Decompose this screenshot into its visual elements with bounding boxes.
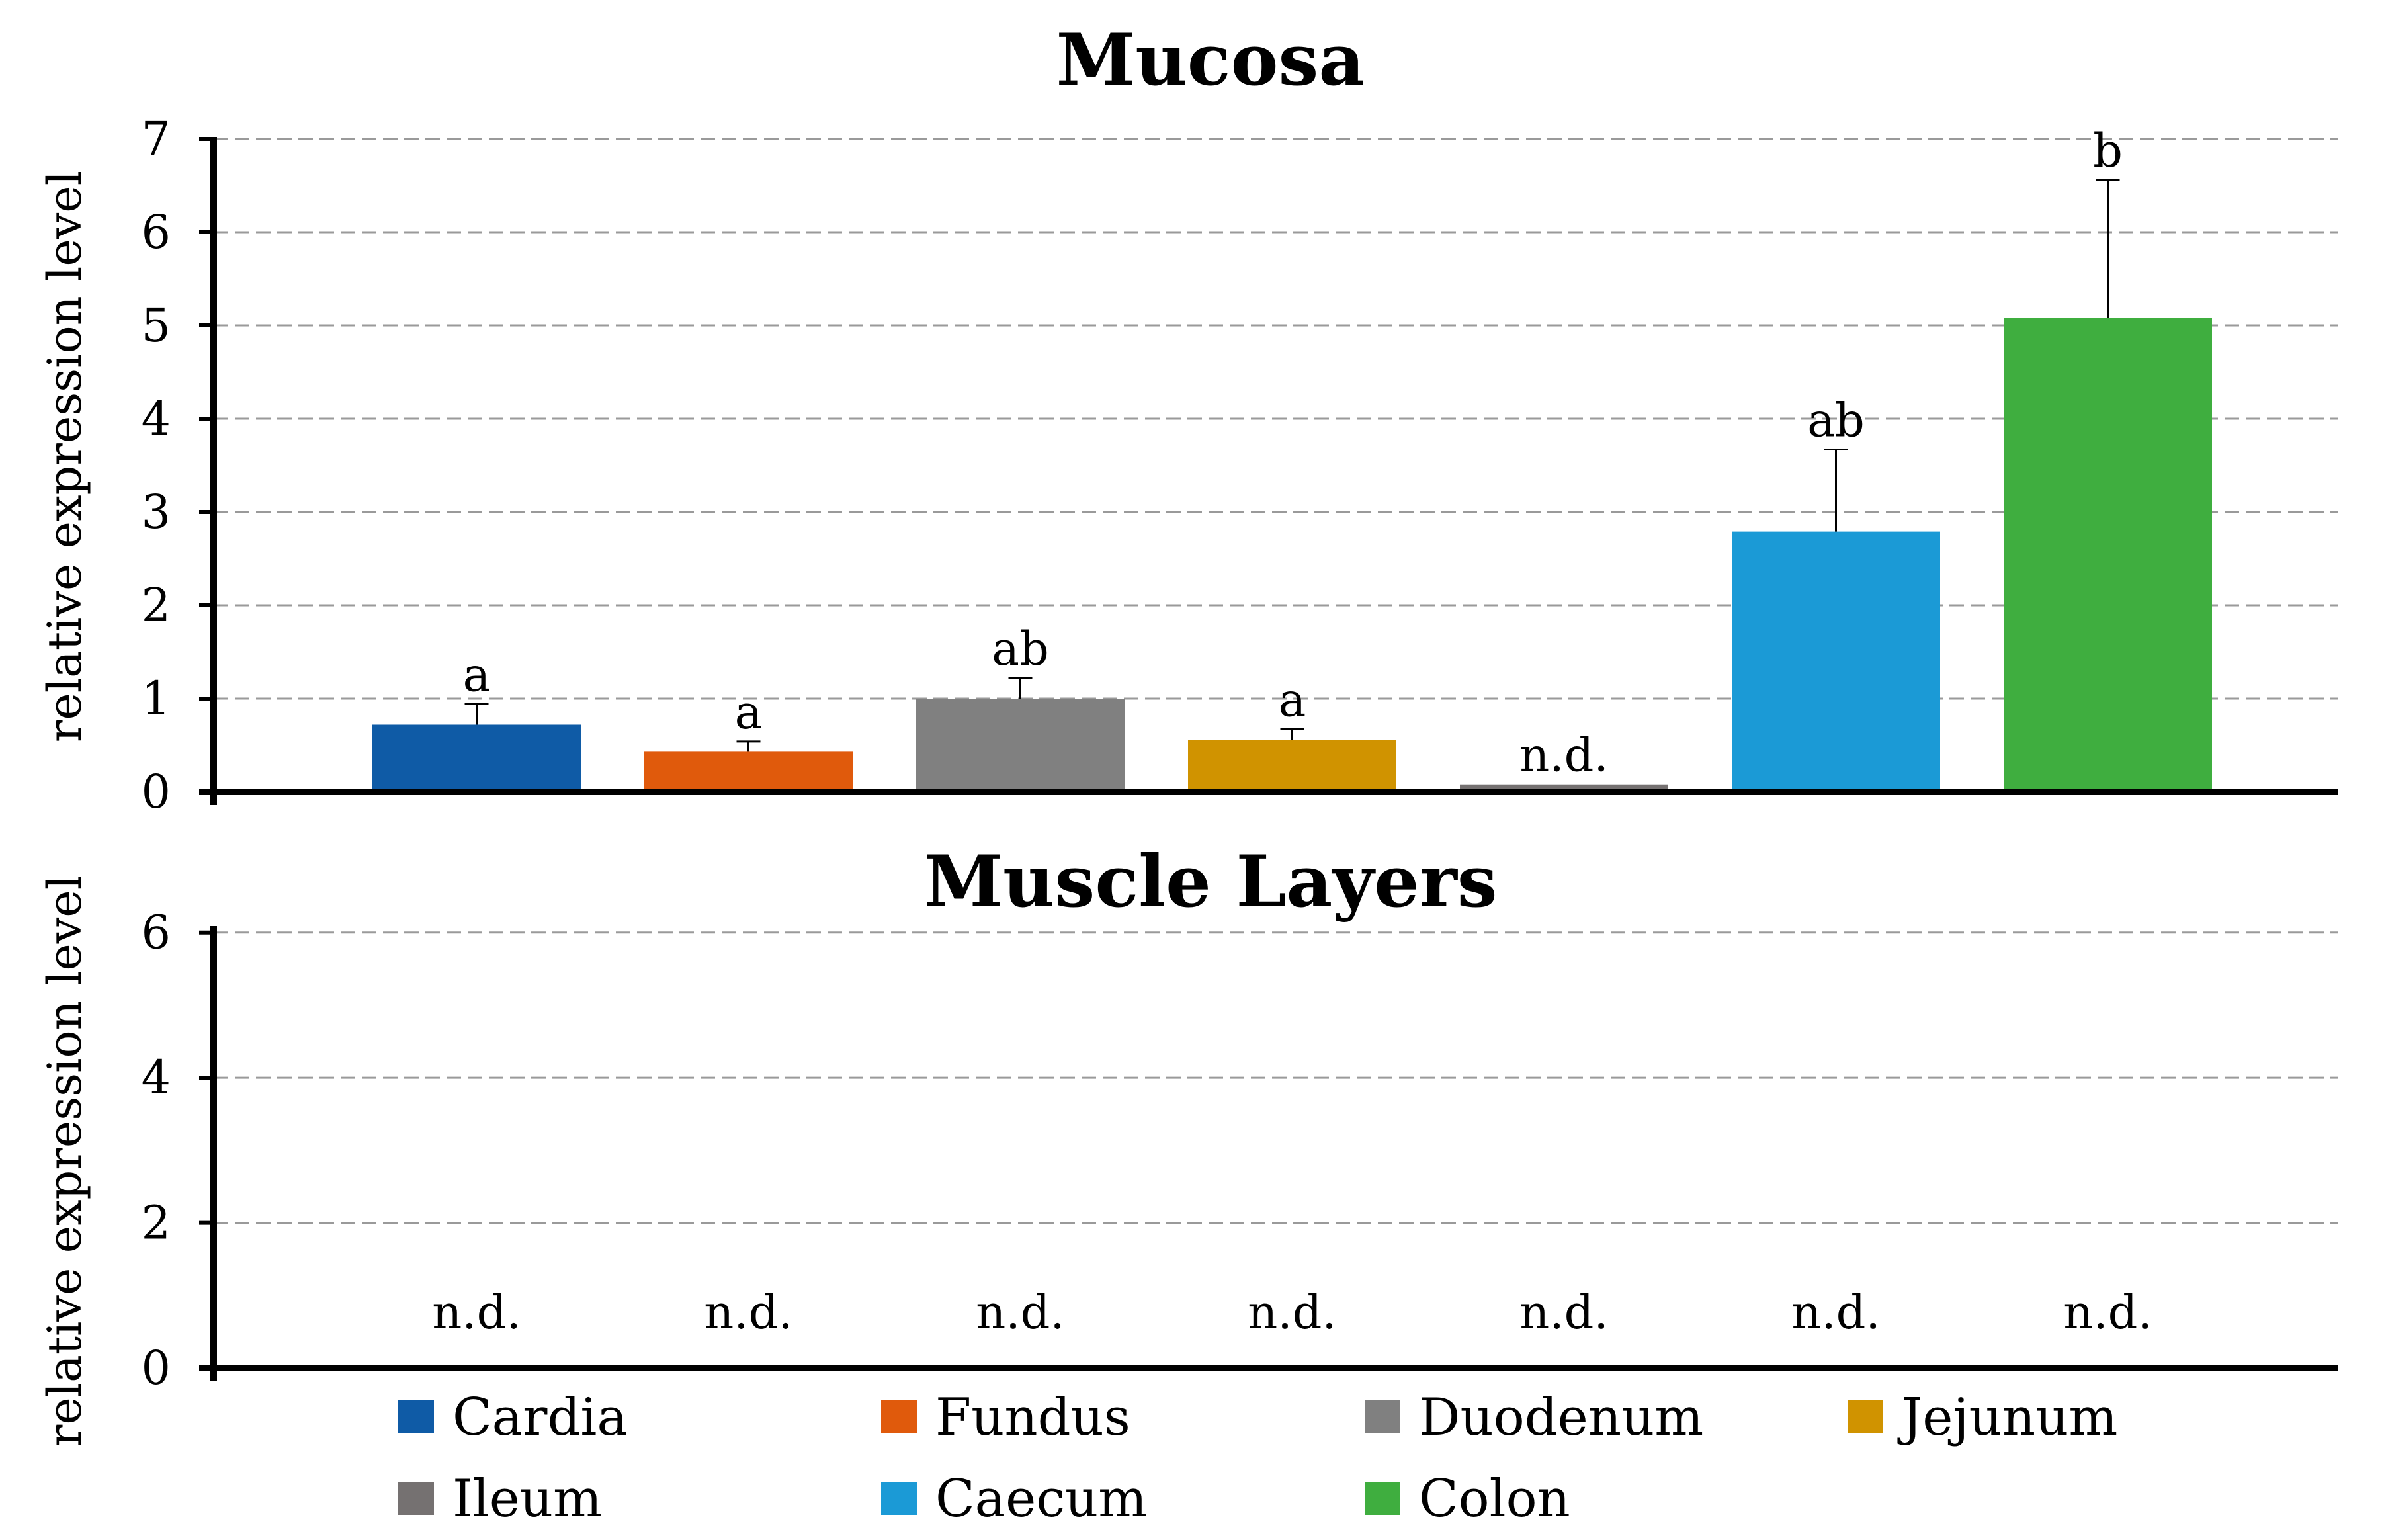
y-tick-label: 5	[141, 298, 171, 353]
significance-label: a	[463, 648, 491, 702]
bar-cardia	[372, 724, 581, 792]
y-tick-label: 2	[141, 1196, 171, 1250]
significance-label: a	[1279, 673, 1306, 728]
y-tick-label: 7	[141, 112, 171, 166]
significance-label: n.d.	[976, 1285, 1064, 1340]
legend-label-fundus: Fundus	[935, 1388, 1130, 1447]
legend-swatch-duodenum	[1365, 1400, 1400, 1433]
y-tick-label: 4	[141, 392, 171, 446]
bar-jejunum	[1188, 740, 1396, 792]
significance-label: n.d.	[2063, 1285, 2152, 1340]
legend-label-jejunum: Jejunum	[1897, 1388, 2117, 1447]
mucosa-y-axis-label: relative expression level	[38, 171, 92, 742]
bar-caecum	[1732, 531, 1940, 792]
significance-label: n.d.	[1519, 1285, 1608, 1340]
legend: Cardia Fundus Duodenum Jejunum Ileum Caecum Co…	[398, 1388, 2117, 1529]
significance-label: n.d.	[1519, 728, 1608, 783]
mucosa-panel: Mucosa relative expression level 0 1 2 3 4 5 6 7 a…	[38, 19, 2338, 819]
legend-swatch-caecum	[881, 1482, 917, 1515]
legend-label-duodenum: Duodenum	[1419, 1388, 1703, 1447]
mucosa-title: Mucosa	[1056, 19, 1365, 102]
y-tick-label: 0	[141, 1341, 171, 1395]
legend-swatch-colon	[1365, 1482, 1400, 1515]
muscle-layers-title: Muscle Layers	[923, 840, 1497, 923]
y-tick-label: 1	[141, 671, 171, 726]
significance-label: ab	[1807, 394, 1865, 448]
legend-label-caecum: Caecum	[935, 1469, 1147, 1529]
legend-swatch-ileum	[398, 1482, 434, 1515]
y-tick-label: 6	[141, 906, 171, 960]
significance-label: a	[735, 685, 763, 740]
significance-label: b	[2093, 124, 2123, 178]
bar-ileum	[1460, 784, 1668, 792]
y-tick-label: 3	[141, 485, 171, 539]
muscle-layers-panel: Muscle Layers relative expression level 0 2…	[38, 840, 2338, 1447]
legend-swatch-jejunum	[1848, 1400, 1883, 1433]
y-tick-label: 0	[141, 765, 171, 819]
bar-fundus	[644, 751, 853, 792]
legend-label-cardia: Cardia	[452, 1388, 628, 1447]
legend-label-colon: Colon	[1419, 1469, 1570, 1529]
significance-label: n.d.	[704, 1285, 792, 1340]
y-tick-label: 2	[141, 578, 171, 632]
significance-label: n.d.	[1248, 1285, 1336, 1340]
y-tick-label: 4	[141, 1050, 171, 1105]
bar-duodenum	[916, 699, 1125, 792]
bar-colon	[2004, 318, 2212, 792]
legend-label-ileum: Ileum	[452, 1469, 602, 1529]
significance-label: n.d.	[1791, 1285, 1880, 1340]
legend-swatch-cardia	[398, 1400, 434, 1433]
legend-swatch-fundus	[881, 1400, 917, 1433]
significance-label: ab	[992, 622, 1049, 676]
muscle-layers-y-axis-label: relative expression level	[38, 875, 92, 1447]
significance-label: n.d.	[432, 1285, 521, 1340]
y-tick-label: 6	[141, 205, 171, 259]
